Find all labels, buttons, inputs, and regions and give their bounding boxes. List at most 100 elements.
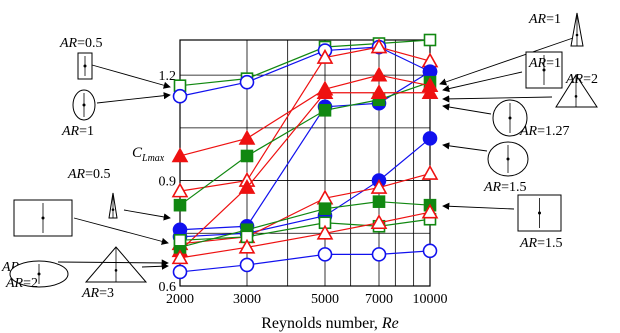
wing-center-dot <box>508 116 512 120</box>
data-point <box>239 257 255 273</box>
aspect-ratio-prefix: AR <box>528 12 547 27</box>
x-axis-label: Reynolds number, Re <box>261 315 399 332</box>
aspect-ratio-prefix: AR <box>565 72 584 87</box>
data-point <box>422 243 438 259</box>
x-tick-label: 10000 <box>413 292 448 307</box>
aspect-ratio-value: =0.5 <box>77 36 102 51</box>
aspect-ratio-value: =1 <box>546 12 561 27</box>
annotation-arrow <box>442 95 553 103</box>
aspect-ratio-label: AR=0.5 <box>59 36 103 51</box>
aspect-ratio-label: AR=1.5 <box>483 180 527 195</box>
data-point <box>370 84 388 100</box>
series-line <box>179 137 431 238</box>
data-point <box>370 214 388 230</box>
aspect-ratio-label: AR=2 <box>5 276 38 291</box>
data-point <box>318 103 332 117</box>
annotation-arrow <box>141 262 169 270</box>
annotations-layer: AR=0.5AR=1AR=0.5AR=1.5AR=3AR=2AR=1AR=1AR… <box>1 12 598 301</box>
annotation-arrow <box>442 142 488 152</box>
data-point <box>238 238 256 254</box>
aspect-ratio-label: AR=3 <box>81 286 114 301</box>
data-point <box>421 84 439 100</box>
y-tick-label: 1.2 <box>159 69 177 84</box>
data-point <box>172 88 188 104</box>
data-point <box>372 195 386 208</box>
data-point <box>316 224 334 240</box>
data-point <box>370 178 388 194</box>
aspect-ratio-label: AR=1 <box>528 12 561 27</box>
data-point <box>240 149 254 163</box>
aspect-ratio-label: AR=2 <box>565 72 598 87</box>
y-tick-label: 0.9 <box>159 175 177 190</box>
data-point <box>421 203 439 219</box>
wing-center-dot <box>538 211 541 215</box>
series-line <box>179 39 431 87</box>
wing-center-dot <box>37 272 41 276</box>
data-point <box>317 247 333 262</box>
data-point <box>173 234 187 247</box>
annotation-arrow <box>91 64 171 89</box>
grid <box>179 40 431 286</box>
aspect-ratio-prefix: AR <box>81 286 100 301</box>
series-layer <box>171 33 439 280</box>
aspect-ratio-prefix: AR <box>67 167 86 182</box>
data-point <box>370 38 388 54</box>
wing-center-dot <box>575 33 579 37</box>
wing-center-dot <box>111 208 115 211</box>
data-point <box>316 48 334 64</box>
wing-center-dot <box>41 216 45 220</box>
series-line <box>179 74 431 157</box>
aspect-ratio-prefix: AR <box>528 56 547 71</box>
aspect-ratio-value: =0.5 <box>85 167 110 182</box>
aspect-ratio-prefix: AR <box>519 236 538 251</box>
wing-center-dot <box>506 157 510 161</box>
annotation-arrow <box>96 92 171 104</box>
series-line <box>179 92 430 252</box>
wing-center-dot <box>82 103 86 107</box>
aspect-ratio-value: =1.27 <box>537 124 569 139</box>
aspect-ratio-value: =1 <box>546 56 561 71</box>
data-point <box>371 247 387 262</box>
data-point <box>421 164 439 180</box>
data-point <box>238 129 256 145</box>
data-point <box>171 182 189 198</box>
aspect-ratio-prefix: AR <box>5 276 24 291</box>
aspect-ratio-label: AR=1.5 <box>519 236 563 251</box>
data-point <box>172 264 188 280</box>
wing-outline-icon <box>555 74 598 108</box>
series-line <box>179 250 431 273</box>
y-axis-label: CLmax <box>132 145 165 164</box>
tick-labels: 2000 3000 5000 7000 10000 0.6 0.9 1.2 <box>159 69 448 307</box>
annotation-arrow <box>439 37 574 86</box>
x-tick-label: 7000 <box>365 292 393 307</box>
x-tick-label: 3000 <box>233 292 261 307</box>
aspect-ratio-prefix: AR <box>519 124 538 139</box>
wing-center-dot <box>114 269 118 272</box>
annotation-arrow <box>442 71 523 93</box>
y-tick-label: 0.6 <box>159 280 177 295</box>
wing-center-dot <box>542 68 546 72</box>
aspect-ratio-value: =2 <box>583 72 598 87</box>
aspect-ratio-label: AR=0.5 <box>67 167 111 182</box>
data-point <box>171 249 189 265</box>
wing-center-dot <box>83 64 87 68</box>
aspect-ratio-label: AR=1 <box>61 124 94 139</box>
annotation-arrow <box>73 217 169 245</box>
aspect-ratio-label: AR=1.27 <box>519 124 570 139</box>
data-point <box>423 33 437 47</box>
aspect-ratio-prefix: AR <box>59 36 78 51</box>
x-tick-label: 2000 <box>166 292 194 307</box>
data-point <box>173 198 187 212</box>
aspect-ratio-value: =1.5 <box>501 180 526 195</box>
wing-center-dot <box>574 95 578 98</box>
aspect-ratio-value: =1 <box>79 124 94 139</box>
annotation-arrow <box>57 259 169 267</box>
annotation-arrow <box>442 103 492 115</box>
data-point <box>316 84 334 100</box>
data-point <box>370 66 388 82</box>
aspect-ratio-value: =2 <box>23 276 38 291</box>
aspect-ratio-prefix: AR <box>61 124 80 139</box>
plot-frame <box>179 39 431 287</box>
aspect-ratio-value: =3 <box>99 286 114 301</box>
data-point <box>239 74 255 90</box>
